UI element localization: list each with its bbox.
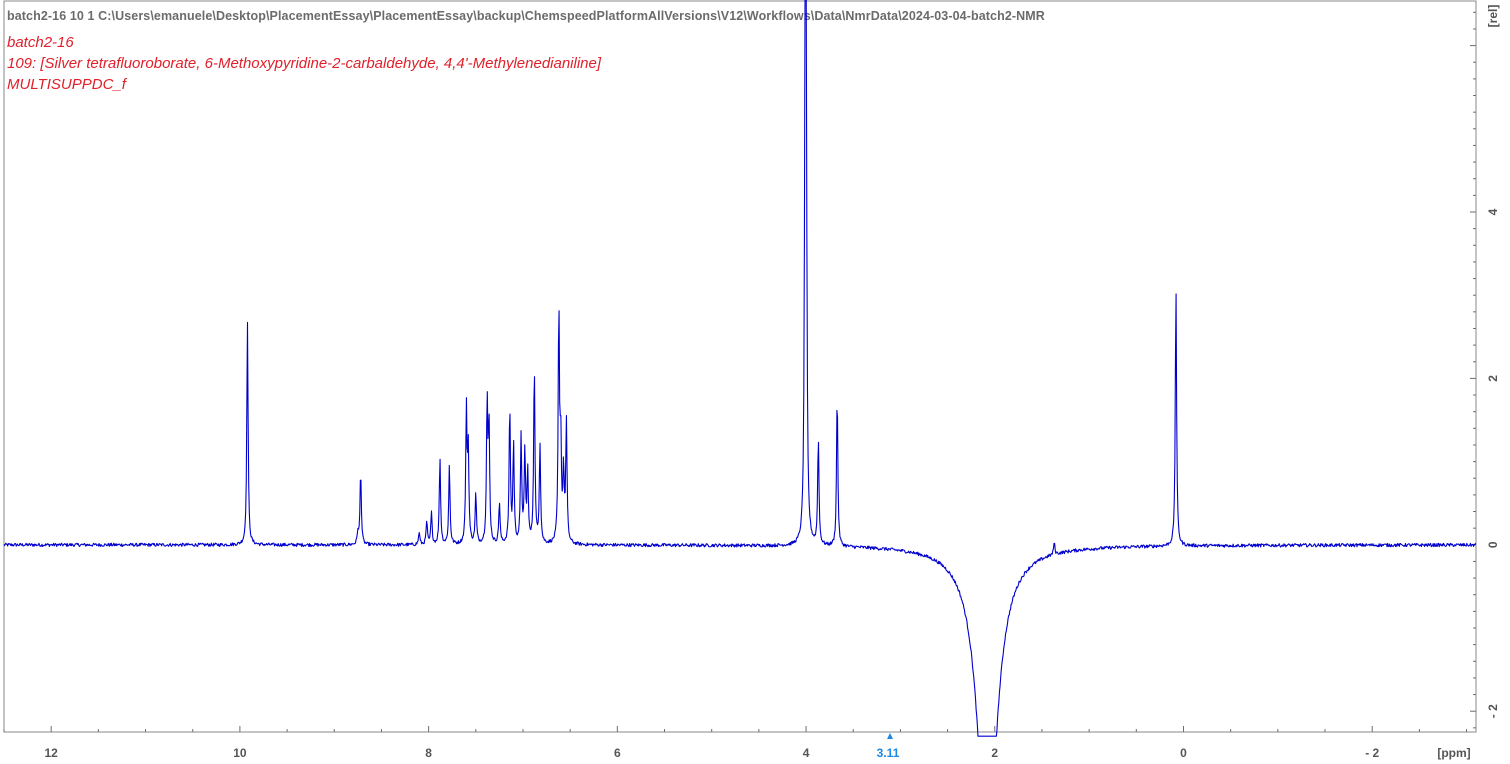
y-tick-label: 4	[1486, 208, 1500, 215]
experiment-name: MULTISUPPDC_f	[7, 76, 126, 93]
spectrum-header: batch2-16 10 1 C:\Users\emanuele\Desktop…	[7, 9, 1045, 23]
x-tick-label: 6	[614, 746, 621, 760]
axis-ticks	[3, 11, 1476, 732]
y-axis-unit-label: [rel]	[1486, 5, 1500, 28]
spectrum-line	[3, 0, 1477, 737]
x-tick-label: 8	[425, 746, 432, 760]
x-tick-label: 4	[803, 746, 810, 760]
axis-labels: 12 10 8 6 4 2 0 - 2 4 2 0 - 2 [ppm] [rel] 3.11	[44, 5, 1500, 760]
sample-name: batch2-16	[7, 34, 74, 51]
x-tick-label: 12	[44, 746, 58, 760]
spectrum-series	[3, 0, 1477, 737]
x-tick-label: 0	[1180, 746, 1187, 760]
sample-description: 109: [Silver tetrafluoroborate, 6-Methox…	[7, 55, 602, 72]
x-tick-label: - 2	[1365, 746, 1379, 760]
plot-frame	[3, 0, 1477, 733]
x-tick-label: 2	[991, 746, 998, 760]
cursor-marker	[887, 733, 894, 739]
cursor-label: 3.11	[877, 746, 900, 760]
x-tick-label: 10	[233, 746, 247, 760]
axes	[3, 0, 1477, 733]
y-tick-label: 2	[1486, 375, 1500, 382]
y-tick-label: 0	[1486, 541, 1500, 548]
x-axis-unit-label: [ppm]	[1437, 746, 1470, 760]
y-tick-label: - 2	[1486, 704, 1500, 718]
